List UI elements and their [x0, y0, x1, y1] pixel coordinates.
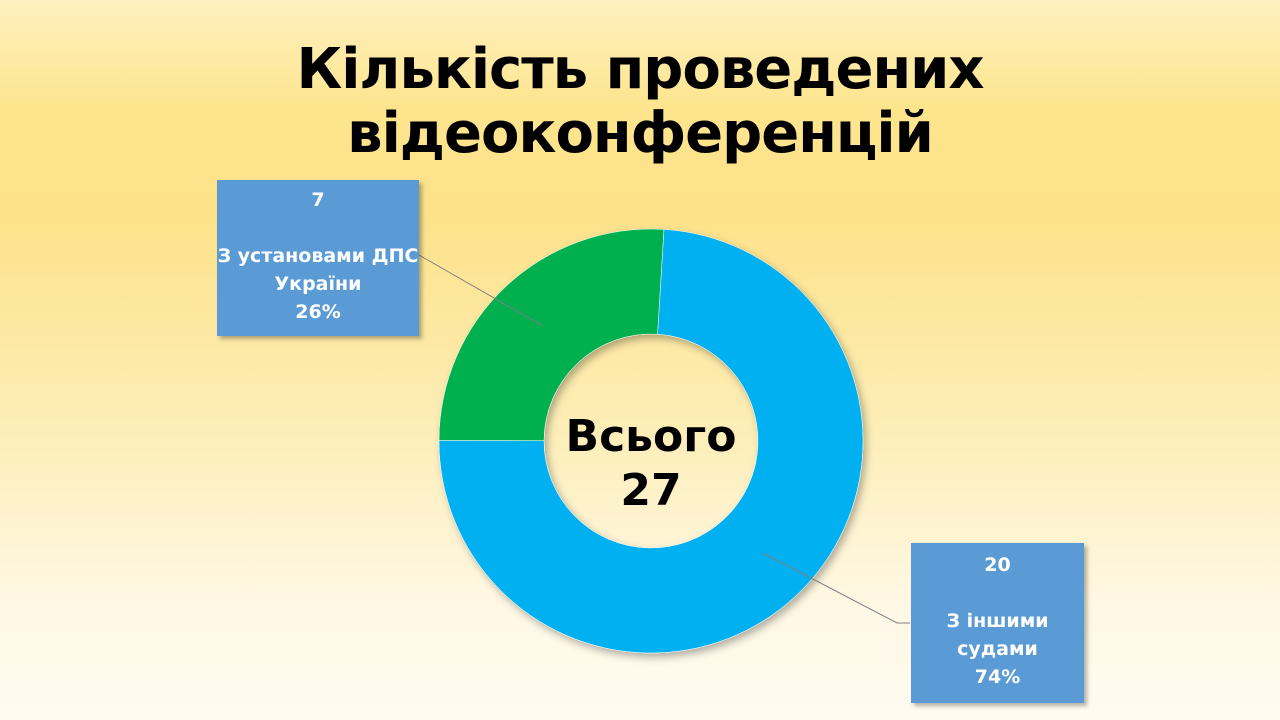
leader-line-2	[762, 552, 910, 624]
data-label-percent: 74%	[974, 666, 1021, 688]
center-total: Всього 27	[551, 410, 751, 518]
data-label-category: З установами ДПС України	[217, 245, 419, 295]
data-label-dps: 7 З установами ДПС України 26%	[217, 180, 419, 336]
leader-line-1	[418, 254, 544, 327]
chart-title: Кількість проведених відеоконференцій	[296, 37, 984, 166]
data-label-value: 7	[311, 189, 325, 211]
donut-slice-1	[438, 229, 864, 654]
center-value: 27	[620, 465, 682, 516]
data-label-value: 20	[984, 554, 1011, 576]
center-label: Всього	[565, 411, 737, 462]
data-label-courts: 20 З іншими судами 74%	[911, 543, 1084, 703]
data-label-category: З іншими судами	[946, 610, 1049, 660]
donut-slice-2	[438, 228, 665, 441]
data-label-percent: 26%	[295, 301, 341, 323]
